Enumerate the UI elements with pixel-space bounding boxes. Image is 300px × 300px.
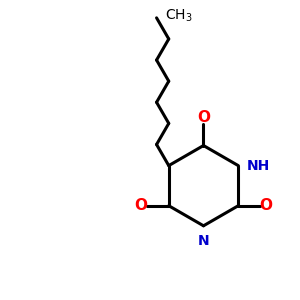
Text: N: N: [198, 234, 209, 248]
Text: CH$_3$: CH$_3$: [165, 7, 193, 24]
Text: O: O: [134, 198, 147, 213]
Text: O: O: [260, 198, 273, 213]
Text: O: O: [197, 110, 210, 125]
Text: NH: NH: [247, 159, 270, 172]
